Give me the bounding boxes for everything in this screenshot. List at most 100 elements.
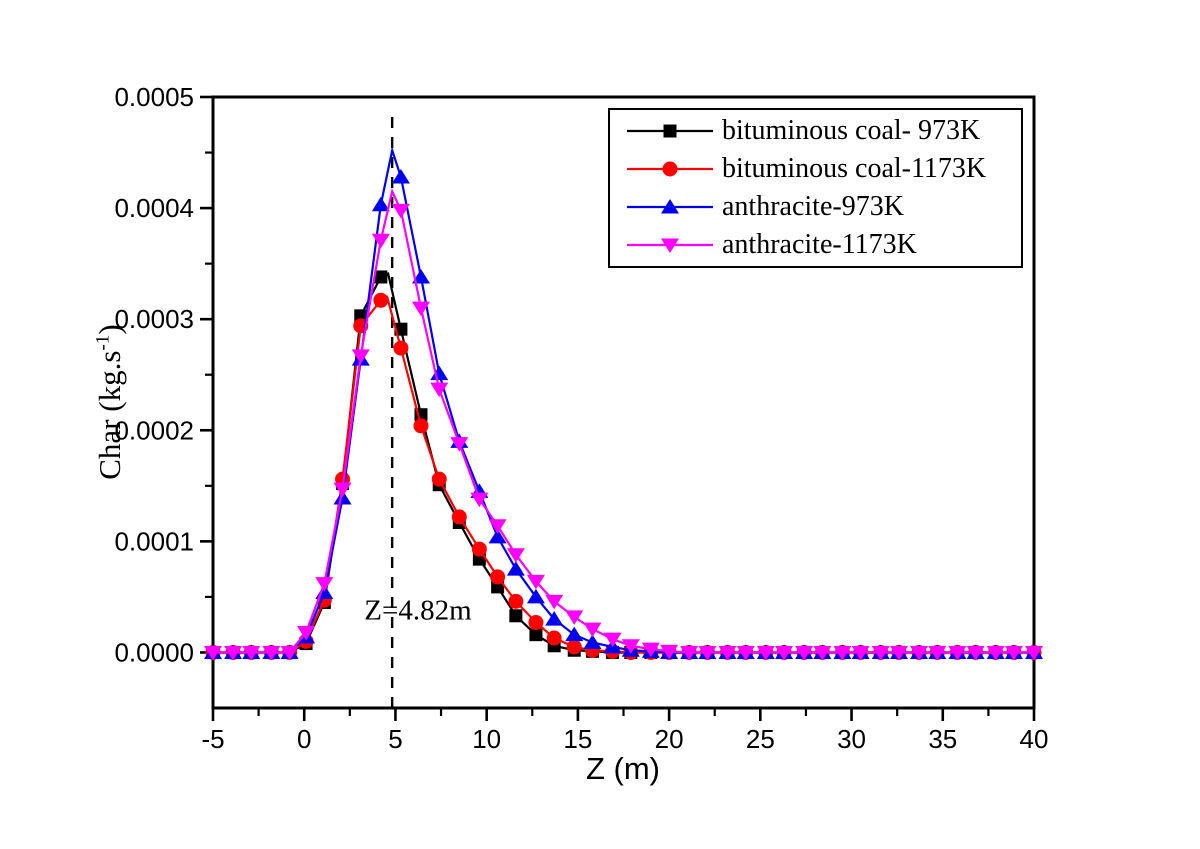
- data-marker-triangle-down: [851, 645, 870, 661]
- data-marker-triangle-up: [333, 490, 352, 505]
- data-marker-triangle-up: [583, 634, 602, 649]
- data-marker-triangle-down: [756, 645, 775, 661]
- data-marker-triangle-down: [297, 625, 316, 641]
- data-marker-triangle-down: [262, 645, 281, 661]
- data-marker-circle: [528, 614, 544, 630]
- data-marker-circle: [490, 569, 506, 585]
- data-marker-triangle-down: [775, 645, 794, 661]
- legend-swatch-circle: [627, 161, 713, 177]
- y-tick-label: 0.0002: [114, 415, 194, 445]
- data-marker-triangle-down: [204, 645, 222, 661]
- y-axis-title: Char (kg.s-1): [92, 324, 128, 479]
- data-marker-circle: [471, 541, 487, 557]
- data-marker-triangle-down: [660, 644, 679, 660]
- data-marker-circle: [451, 509, 467, 525]
- data-marker-triangle-down: [1004, 645, 1023, 661]
- data-marker-triangle-down: [718, 645, 737, 661]
- legend-item: bituminous coal-1173K: [624, 150, 1021, 188]
- x-tick-label: 5: [388, 724, 402, 754]
- data-marker-triangle-up: [391, 168, 410, 184]
- data-marker-triangle-down: [795, 645, 814, 661]
- legend-marker-square: [663, 124, 677, 138]
- data-marker-triangle-down: [315, 577, 334, 592]
- data-marker-triangle-down: [526, 574, 545, 590]
- x-tick-label: 15: [563, 724, 592, 754]
- legend: bituminous coal- 973K bituminous coal-11…: [608, 108, 1023, 268]
- y-axis-title-text: Char (kg.s: [92, 350, 127, 480]
- legend-label: bituminous coal- 973K: [722, 115, 981, 146]
- data-marker-triangle-down: [430, 382, 449, 398]
- legend-marker-triangle-down: [661, 238, 679, 253]
- data-marker-circle: [431, 471, 447, 487]
- data-marker-triangle-down: [506, 548, 525, 563]
- data-marker-triangle-down: [565, 610, 584, 625]
- legend-swatch-triangle-down: [627, 238, 713, 253]
- y-tick-label: 0.0004: [114, 193, 194, 223]
- data-marker-triangle-down: [371, 233, 390, 249]
- data-marker-triangle-down: [391, 203, 410, 219]
- x-tick-label: 40: [1020, 724, 1049, 754]
- data-marker-square: [509, 609, 523, 623]
- x-tick-label: 35: [928, 724, 957, 754]
- x-tick-label: 0: [297, 724, 311, 754]
- data-marker-triangle-down: [280, 645, 299, 661]
- data-marker-triangle-down: [833, 645, 852, 661]
- data-marker-triangle-down: [603, 632, 622, 648]
- legend-item: anthracite-1173K: [624, 226, 1021, 264]
- y-tick-label: 0.0003: [114, 304, 194, 334]
- data-marker-square: [374, 270, 388, 284]
- data-marker-circle: [413, 418, 429, 434]
- data-marker-triangle-up: [506, 561, 525, 576]
- x-tick-label: -5: [201, 724, 224, 754]
- data-marker-triangle-up: [565, 626, 584, 642]
- data-marker-triangle-down: [411, 301, 430, 317]
- x-tick-label: 20: [655, 724, 684, 754]
- data-marker-circle: [546, 630, 562, 646]
- data-marker-triangle-down: [736, 645, 755, 661]
- x-axis-title: Z (m): [585, 751, 661, 786]
- data-marker-square: [529, 628, 543, 642]
- legend-item: bituminous coal- 973K: [624, 112, 1021, 150]
- data-marker-triangle-down: [986, 645, 1005, 661]
- data-marker-triangle-up: [411, 268, 430, 284]
- data-marker-triangle-down: [948, 645, 967, 661]
- legend-marker-circle: [662, 161, 678, 177]
- y-tick-label: 0.0001: [114, 526, 194, 556]
- data-marker-triangle-down: [871, 645, 890, 661]
- data-marker-triangle-down: [910, 645, 929, 661]
- legend-label: bituminous coal-1173K: [722, 153, 987, 184]
- data-marker-triangle-down: [545, 594, 564, 610]
- data-marker-triangle-down: [621, 639, 640, 654]
- data-marker-triangle-down: [333, 482, 352, 498]
- series-line-1: [213, 295, 1034, 654]
- data-marker-triangle-down: [224, 645, 243, 661]
- data-marker-triangle-down: [242, 645, 261, 661]
- data-marker-triangle-down: [450, 437, 469, 452]
- data-marker-triangle-down: [680, 645, 699, 661]
- legend-swatch-square: [627, 124, 713, 138]
- y-tick-label: 0.0000: [114, 637, 194, 667]
- data-marker-triangle-up: [488, 528, 507, 544]
- data-marker-circle: [508, 593, 524, 609]
- data-marker-circle: [393, 340, 409, 356]
- legend-label: anthracite-973K: [722, 191, 904, 222]
- data-marker-triangle-up: [371, 196, 390, 212]
- data-marker-triangle-down: [928, 645, 947, 661]
- legend-marker-triangle-up: [661, 199, 679, 214]
- data-marker-circle: [373, 292, 389, 308]
- data-marker-triangle-down: [698, 645, 717, 661]
- data-marker-triangle-down: [966, 645, 985, 661]
- data-marker-triangle-up: [430, 365, 449, 381]
- series-line-0: [213, 272, 1034, 654]
- data-marker-triangle-down: [583, 622, 602, 638]
- data-marker-triangle-down: [1025, 645, 1043, 661]
- data-marker-triangle-up: [545, 611, 564, 626]
- data-marker-triangle-down: [813, 645, 832, 661]
- data-marker-circle: [566, 639, 582, 655]
- data-marker-triangle-down: [470, 492, 489, 508]
- y-tick-label: 0.0005: [114, 82, 194, 112]
- y-axis-title-superscript: -1: [92, 334, 114, 351]
- legend-swatch-triangle-up: [627, 199, 713, 214]
